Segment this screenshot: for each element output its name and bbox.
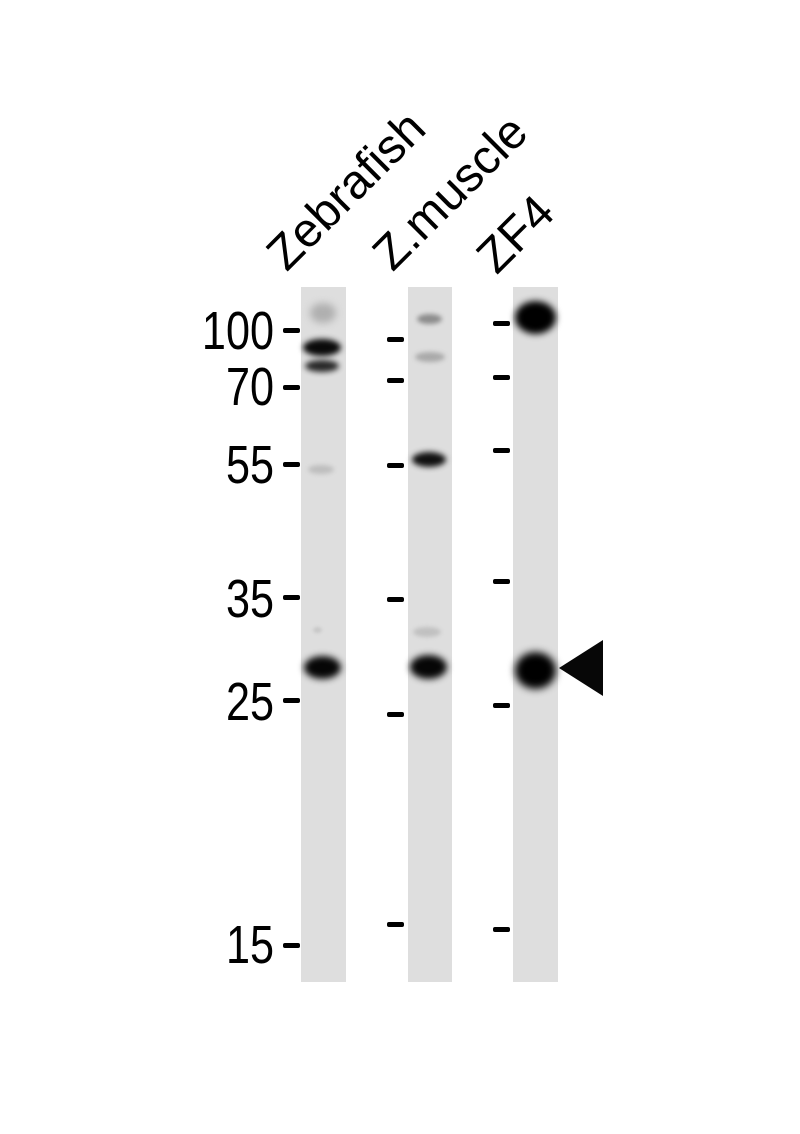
mw-tick — [387, 377, 404, 383]
protein-band — [416, 314, 442, 324]
protein-band — [415, 352, 445, 362]
mw-tick — [493, 926, 510, 932]
lane-label: ZF4 — [466, 185, 565, 284]
mw-tick — [283, 327, 300, 333]
mw-tick — [387, 336, 404, 342]
mw-tick — [493, 320, 510, 326]
protein-band — [310, 303, 336, 323]
protein-band — [409, 655, 447, 679]
mw-tick — [493, 578, 510, 584]
mw-label: 55 — [225, 435, 274, 495]
mw-label: 35 — [225, 569, 274, 629]
mw-tick — [283, 461, 300, 467]
protein-band — [514, 300, 556, 334]
mw-tick — [493, 447, 510, 453]
protein-band — [303, 338, 341, 356]
protein-band — [514, 651, 556, 689]
mw-tick — [283, 384, 300, 390]
protein-band — [413, 627, 441, 637]
protein-band — [308, 464, 334, 474]
mw-tick — [387, 921, 404, 927]
mw-tick — [387, 462, 404, 468]
mw-tick — [283, 697, 300, 703]
protein-band — [305, 360, 339, 372]
mw-tick — [387, 711, 404, 717]
lane-strip — [513, 287, 558, 982]
lane-strip — [301, 287, 346, 982]
mw-label: 15 — [225, 915, 274, 975]
mw-label: 25 — [225, 672, 274, 732]
protein-band — [412, 451, 446, 467]
mw-tick — [283, 942, 300, 948]
mw-label: 70 — [225, 357, 274, 417]
mw-label: 100 — [201, 301, 274, 361]
mw-tick — [283, 594, 300, 600]
protein-band — [312, 627, 322, 633]
mw-tick — [493, 374, 510, 380]
mw-tick — [493, 702, 510, 708]
protein-band — [303, 655, 341, 679]
mw-tick — [387, 596, 404, 602]
target-band-arrow-icon — [559, 640, 603, 696]
